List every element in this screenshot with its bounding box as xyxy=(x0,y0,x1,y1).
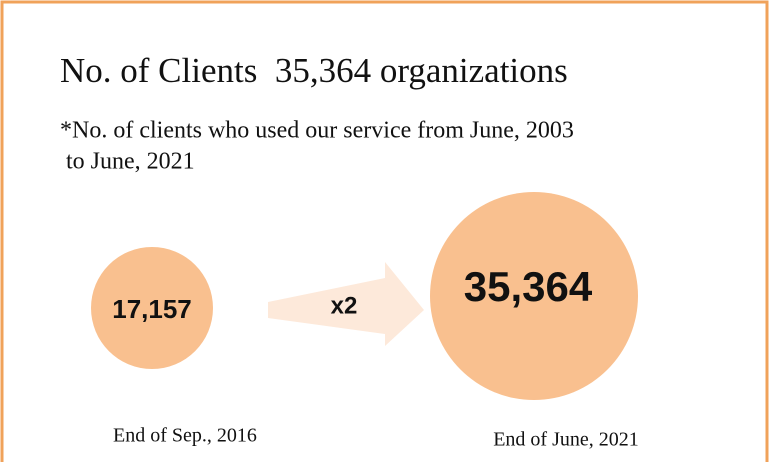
bubble xyxy=(91,247,213,369)
value-label: 17,157 xyxy=(112,294,192,324)
bubble xyxy=(430,192,638,400)
caption: End of Sep., 2016 xyxy=(113,425,257,447)
note-line: *No. of clients who used our service fro… xyxy=(60,118,574,144)
arrow xyxy=(268,262,424,346)
caption: End of June, 2021 xyxy=(493,429,639,451)
value-label: 35,364 xyxy=(464,263,593,310)
title: No. of Clients 35,364 organizations xyxy=(60,51,568,90)
note-line: to June, 2021 xyxy=(60,149,195,175)
arrow-label: x2 xyxy=(331,292,358,319)
